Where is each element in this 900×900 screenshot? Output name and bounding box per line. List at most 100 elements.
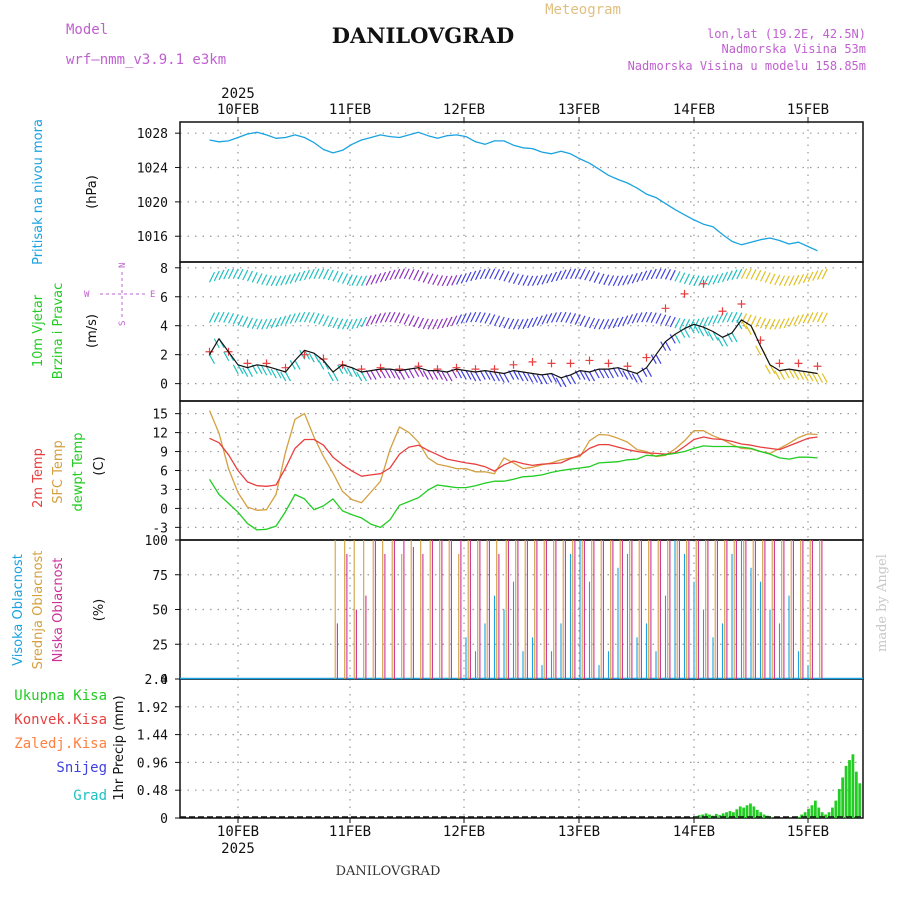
wind-barb-1-69: [536, 315, 543, 326]
precip-bar-162: [762, 814, 766, 818]
wind-barb-0-110: [731, 269, 738, 280]
wind-barb-1-30: [351, 318, 358, 330]
legend-snow: Snijeg: [56, 760, 107, 776]
wind-barb-low-80: [588, 371, 596, 382]
wind-barb-low-8: [246, 367, 254, 377]
wind-barb-0-20: [303, 269, 311, 281]
wind-barb-0-90: [636, 271, 643, 283]
wind-barb-low-111: [736, 319, 743, 330]
wind-barb-0-106: [712, 274, 719, 285]
legend-freezing-rain: Zaledj.Kisa: [14, 736, 107, 752]
wind-barb-1-21: [308, 312, 315, 323]
wind-barb-0-58: [484, 268, 491, 279]
wind-barb-1-39: [394, 312, 401, 323]
wind-barb-1-11: [261, 319, 268, 330]
ytick-label-clouds-2: 50: [152, 604, 168, 619]
wind-barb-0-68: [531, 275, 539, 287]
sfc-temp-line: [208, 410, 818, 511]
wind-barb-0-76: [569, 268, 577, 279]
wind-barb-0-29: [346, 274, 353, 285]
legend-hail: Grad: [73, 788, 107, 804]
wind-barb-1-3: [223, 312, 230, 323]
wind-barb-low-44: [417, 367, 425, 377]
wind-barb-0-38: [389, 269, 396, 281]
wind-barb-1-122: [788, 316, 795, 327]
wind-barb-1-64: [512, 319, 520, 330]
wind-barb-0-122: [788, 275, 795, 287]
wind-barb-0-107: [717, 272, 724, 284]
ytick-label-precip-5: 0: [160, 812, 168, 827]
wind-barb-low-124: [797, 370, 805, 380]
wind-barb-0-49: [441, 275, 448, 287]
precip-bar-176: [810, 805, 814, 818]
wind-barb-low-67: [527, 373, 534, 383]
wind-barb-1-61: [498, 316, 505, 328]
wind-barb-low-68: [531, 373, 539, 383]
wind-barb-1-118: [769, 319, 776, 330]
gust-marker-24: [433, 365, 442, 374]
wind-barb-0-60: [493, 268, 501, 280]
wind-barb-low-45: [422, 370, 429, 380]
gust-marker-38: [566, 359, 575, 368]
wind-barb-1-83: [603, 318, 610, 330]
wind-barb-0-15: [280, 275, 287, 286]
wind-barb-low-13: [270, 368, 277, 379]
wind-barb-low-102: [693, 323, 700, 334]
wind-barb-0-83: [603, 274, 610, 286]
wind-barb-low-46: [427, 370, 434, 380]
wind-barb-1-19: [299, 311, 306, 323]
precip-bar-152: [728, 811, 732, 818]
precip-bar-181: [827, 812, 831, 818]
wind-barb-low-105: [707, 331, 714, 341]
wind-barb-low-22: [313, 352, 320, 363]
cloud-unit: (%): [92, 599, 107, 622]
wind-barb-1-58: [484, 313, 491, 324]
wind-barb-1-86: [617, 316, 624, 328]
wind-barb-0-5: [232, 268, 239, 279]
wind-barb-1-67: [527, 317, 534, 329]
wind-barb-low-121: [783, 368, 790, 379]
wind-barb-1-18: [294, 312, 301, 323]
precip-bar-180: [824, 814, 827, 818]
wind-barb-1-47: [432, 319, 439, 330]
gust-marker-42: [604, 359, 613, 368]
wind-barb-1-91: [641, 311, 648, 323]
wind-barb-1-16: [284, 314, 292, 325]
wind-barb-low-84: [607, 368, 615, 379]
gust-marker-44: [623, 362, 632, 371]
wind-barb-0-3: [223, 268, 230, 280]
wind-barb-1-78: [579, 315, 586, 327]
wind-barb-1-92: [645, 311, 653, 323]
wind-barb-0-125: [802, 272, 809, 284]
wind-unit: (m/s): [85, 314, 100, 348]
precip-bar-157: [745, 805, 749, 818]
wind-barb-1-94: [655, 313, 662, 324]
wind-barb-low-96: [664, 341, 672, 351]
wind-barb-low-115: [755, 345, 762, 356]
legend-total-rain: Ukupna Kisa: [14, 688, 107, 704]
wind-barb-low-93: [650, 354, 657, 364]
precip-bar-158: [749, 803, 752, 818]
wind-barb-1-99: [679, 318, 686, 330]
precip-bar-183: [834, 800, 838, 818]
wind-barb-low-42: [408, 368, 415, 379]
wind-barb-low-58: [484, 370, 491, 380]
wind-barb-0-78: [579, 269, 586, 280]
wind-barb-low-126: [807, 371, 814, 382]
wind-barb-0-128: [816, 269, 824, 280]
compass-w: W: [84, 290, 90, 300]
wind-barb-0-23: [318, 268, 325, 279]
precip-bar-189: [854, 771, 858, 818]
wind-barb-low-32: [360, 371, 368, 382]
panel-frame-pressure: [179, 121, 864, 263]
wind-barb-1-6: [237, 315, 244, 326]
ytick-label-pressure-1: 1024: [137, 162, 168, 177]
wind-barb-0-100: [683, 273, 691, 285]
wind-barb-low-47: [432, 370, 439, 380]
wind-barb-1-108: [721, 312, 729, 323]
wind-barb-0-98: [674, 271, 681, 282]
wind-barb-low-100: [683, 328, 691, 338]
wind-ylabel-2: Brzina i Pravac: [51, 283, 66, 380]
